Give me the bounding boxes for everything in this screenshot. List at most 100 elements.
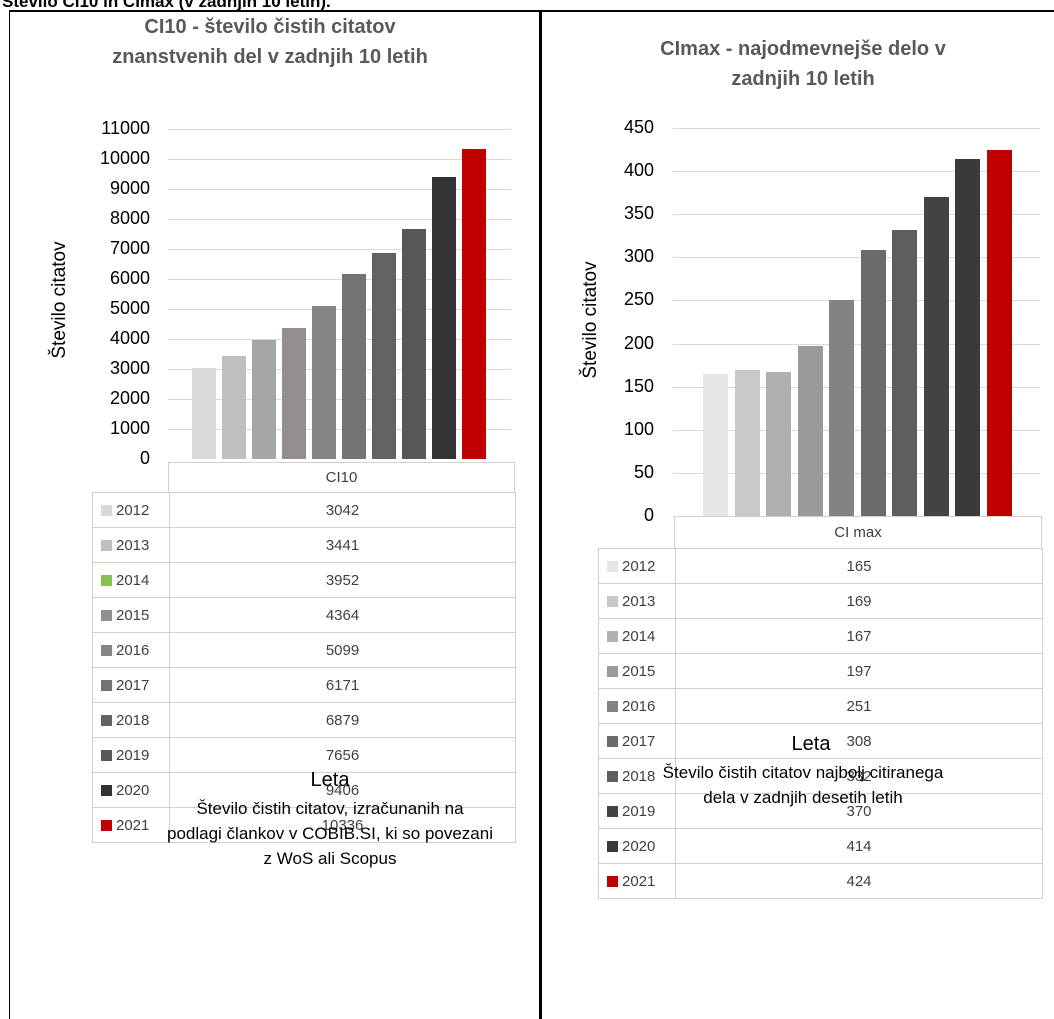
frame-top-border — [9, 10, 1054, 12]
ci10-note-line: z WoS ali Scopus — [263, 849, 397, 868]
cimax-legend-entry: 2012 — [598, 548, 676, 584]
ci10-y-tick-label: 0 — [139, 448, 150, 468]
table-row: 2020 414 — [598, 828, 1043, 864]
cimax-gridline — [673, 300, 1040, 301]
cimax-legend-year: 2021 — [622, 872, 656, 890]
cimax-bar-2012 — [703, 373, 728, 516]
cimax-legend-swatch — [607, 875, 618, 887]
cimax-gridline — [673, 171, 1040, 172]
cimax-legend-entry: 2017 — [598, 723, 676, 759]
ci10-bar-2016 — [312, 306, 336, 459]
cimax-gridline — [673, 387, 1040, 388]
frame-left-border — [9, 10, 10, 1019]
ci10-bar-2018 — [372, 252, 396, 459]
table-row: 2015 197 — [598, 653, 1043, 689]
cimax-legend-year: 2012 — [622, 557, 656, 575]
cimax-note-line: dela v zadnjih desetih letih — [703, 788, 903, 807]
table-row: 2013 169 — [598, 583, 1043, 619]
ci10-bar-2015 — [282, 328, 306, 459]
cimax-legend-year: 2017 — [622, 732, 656, 750]
ci10-legend-entry: 2020 — [92, 772, 170, 808]
cimax-gridline — [673, 128, 1040, 129]
cimax-chart-title: CImax - najodmevnejše delo v zadnjih 10 l… — [553, 34, 1053, 94]
cimax-legend-swatch — [607, 735, 618, 747]
ci10-legend-year: 2013 — [116, 536, 150, 554]
ci10-gridline — [168, 429, 511, 430]
cimax-y-tick-label: 50 — [633, 461, 654, 482]
ci10-gridline — [168, 159, 511, 160]
cimax-legend-swatch — [607, 700, 618, 712]
ci10-data-label: 3441 — [169, 527, 516, 563]
ci10-legend-year: 2020 — [116, 781, 150, 799]
ci10-y-tick-label: 2000 — [109, 388, 150, 408]
panel-divider — [539, 10, 542, 1019]
ci10-legend-swatch — [101, 574, 112, 586]
ci10-gridline — [168, 249, 511, 250]
cimax-bar-2016 — [829, 299, 854, 516]
table-row: 2015 4364 — [92, 597, 516, 633]
table-row: 2012 3042 — [92, 492, 516, 528]
table-row: 2021 424 — [598, 863, 1043, 899]
cimax-legend-entry: 2015 — [598, 653, 676, 689]
ci10-data-label: 5099 — [169, 632, 516, 668]
ci10-gridline — [168, 309, 511, 310]
cimax-bar-2017 — [860, 250, 886, 516]
cimax-legend-swatch — [607, 560, 618, 572]
cimax-bar-2014 — [766, 372, 791, 516]
ci10-legend-year: 2015 — [116, 606, 150, 624]
cimax-table-header: CI max — [674, 516, 1042, 549]
ci10-y-tick-label: 9000 — [109, 178, 150, 198]
cimax-bar-2015 — [797, 346, 823, 516]
cimax-chart-title-line: zadnjih 10 letih — [731, 68, 875, 90]
ci10-y-tick-label: 10000 — [99, 148, 150, 168]
table-row: 2013 3441 — [92, 527, 516, 563]
cimax-bar-2021 — [986, 150, 1012, 516]
ci10-gridline — [168, 219, 511, 220]
cimax-data-label: 169 — [675, 583, 1043, 619]
ci10-legend-swatch — [101, 539, 112, 551]
ci10-note-line: podlagi člankov v COBIB.SI, ki so poveza… — [167, 824, 493, 843]
ci10-legend-entry: 2017 — [92, 667, 170, 703]
ci10-gridline — [168, 279, 511, 280]
cimax-legend-entry: 2020 — [598, 828, 676, 864]
cimax-legend-swatch — [607, 595, 618, 607]
cimax-y-tick-label: 450 — [623, 117, 654, 137]
ci10-legend-year: 2019 — [116, 746, 150, 764]
ci10-chart-title: CI10 - število čistih citatov znanstvenih… — [20, 12, 520, 72]
ci10-bar-2017 — [342, 273, 366, 459]
ci10-legend-year: 2014 — [116, 571, 150, 589]
cimax-bar-2013 — [734, 370, 760, 516]
cimax-data-label: 251 — [675, 688, 1043, 724]
cimax-y-tick-label: 250 — [623, 289, 654, 310]
cimax-gridline — [673, 214, 1040, 215]
cimax-legend-entry: 2013 — [598, 583, 676, 619]
cimax-legend-swatch — [607, 630, 618, 642]
table-row: 2014 3952 — [92, 562, 516, 598]
cimax-data-label: 165 — [675, 548, 1043, 584]
cimax-legend-year: 2020 — [622, 837, 656, 855]
cimax-note-line: Število čistih citatov najbolj citiraneg… — [662, 763, 944, 782]
ci10-data-label: 3042 — [169, 492, 516, 528]
ci10-bar-2013 — [222, 355, 246, 459]
cimax-gridline — [673, 430, 1040, 431]
cimax-legend-year: 2015 — [622, 662, 656, 680]
ci10-data-label: 6171 — [169, 667, 516, 703]
ci10-legend-year: 2017 — [116, 676, 150, 694]
cimax-legend-entry: 2021 — [598, 863, 676, 899]
ci10-legend-entry: 2021 — [92, 807, 170, 843]
ci10-data-table: 2012 3042 2013 3441 2014 3952 2015 4364 2016 5099… — [92, 492, 516, 843]
cimax-y-tick-label: 150 — [623, 375, 654, 396]
cimax-gridline — [673, 473, 1040, 474]
ci10-bar-2012 — [192, 367, 216, 459]
page-heading: Število CI10 in CImax (v zadnjih 10 leti… — [2, 0, 331, 11]
ci10-gridline — [168, 129, 511, 130]
ci10-legend-swatch — [101, 714, 112, 726]
ci10-legend-swatch — [101, 609, 112, 621]
cimax-legend-swatch — [607, 840, 618, 852]
cimax-y-tick-label: 350 — [623, 203, 654, 224]
ci10-bar-2021 — [462, 148, 486, 459]
ci10-data-label: 4364 — [169, 597, 516, 633]
cimax-note: Število čistih citatov najbolj citiraneg… — [593, 760, 1013, 810]
table-row: 2020 9406 — [92, 772, 516, 808]
cimax-data-table: 2012 165 2013 169 2014 167 2015 197 2016 251 2017 3… — [598, 548, 1043, 899]
